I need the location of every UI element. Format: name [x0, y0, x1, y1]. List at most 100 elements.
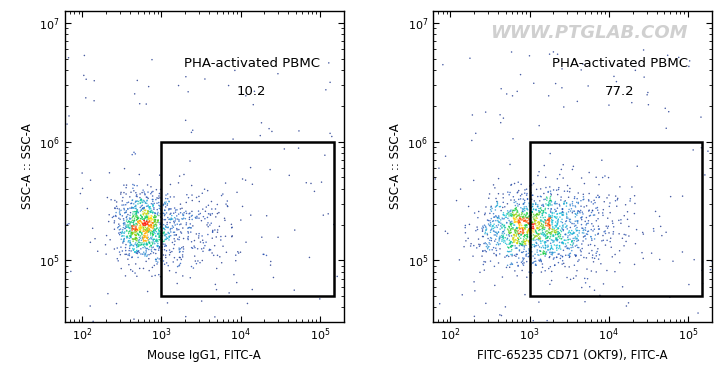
Point [164, 216, 175, 222]
Point [544, 222, 556, 228]
Point [586, 209, 597, 215]
Point [131, 242, 142, 248]
Point [502, 244, 513, 250]
Point [172, 264, 183, 270]
Point [283, 172, 295, 178]
Point [501, 211, 513, 217]
Point [590, 253, 602, 259]
Point [155, 223, 166, 229]
Point [519, 232, 531, 238]
Point [541, 231, 553, 237]
Point [170, 232, 182, 238]
Point [116, 236, 127, 242]
Point [173, 180, 184, 186]
Point [493, 191, 504, 197]
Point [162, 201, 173, 207]
Point [578, 255, 590, 260]
Point [214, 223, 225, 229]
Point [109, 198, 121, 204]
Point [173, 211, 184, 217]
Point [145, 222, 157, 228]
Point [558, 241, 569, 247]
Point [130, 235, 142, 241]
Point [149, 219, 160, 225]
Point [549, 214, 560, 220]
Point [147, 198, 159, 204]
Point [142, 221, 153, 227]
Point [124, 233, 136, 239]
Point [133, 215, 145, 221]
Point [600, 223, 612, 229]
Point [184, 158, 196, 164]
Point [523, 201, 535, 207]
Point [667, 258, 679, 264]
Point [485, 241, 496, 247]
Point [544, 225, 555, 231]
Point [145, 213, 157, 219]
Point [572, 208, 584, 214]
Point [513, 263, 524, 269]
Point [548, 239, 559, 245]
Point [170, 218, 181, 224]
Point [144, 240, 155, 246]
Point [143, 226, 155, 232]
Point [308, 188, 320, 194]
Point [490, 223, 502, 229]
Point [527, 220, 539, 226]
Point [586, 236, 597, 242]
Point [557, 212, 568, 218]
Point [628, 211, 640, 216]
Point [165, 194, 176, 200]
Point [132, 242, 144, 248]
Point [130, 231, 142, 237]
Point [193, 194, 205, 199]
Point [147, 220, 158, 226]
Point [552, 220, 564, 226]
Point [132, 222, 143, 228]
Point [151, 261, 162, 267]
Point [508, 197, 520, 203]
Point [127, 209, 139, 215]
Point [541, 221, 553, 226]
Point [544, 255, 555, 260]
Point [324, 130, 336, 136]
Point [556, 166, 567, 172]
Point [131, 233, 142, 239]
Point [198, 186, 210, 192]
Point [162, 300, 173, 306]
Point [143, 228, 155, 233]
Point [182, 235, 193, 241]
Point [138, 210, 150, 216]
Y-axis label: SSC-A :: SSC-A: SSC-A :: SSC-A [21, 124, 34, 209]
Point [126, 231, 137, 237]
Point [538, 191, 549, 196]
Point [138, 226, 150, 232]
Point [548, 238, 559, 243]
Point [485, 235, 496, 241]
Point [145, 222, 156, 228]
Point [149, 218, 160, 224]
Point [590, 205, 602, 211]
Point [527, 202, 539, 208]
Point [522, 215, 533, 221]
Point [507, 235, 518, 241]
Point [130, 240, 142, 246]
Point [119, 209, 131, 215]
Point [522, 229, 533, 235]
Point [528, 216, 539, 222]
Point [539, 162, 550, 168]
Point [583, 191, 595, 196]
Point [134, 208, 146, 214]
Point [223, 83, 234, 88]
Point [150, 238, 162, 244]
Point [137, 251, 148, 257]
Point [618, 232, 630, 238]
Point [480, 249, 492, 255]
Point [168, 218, 180, 224]
Point [500, 304, 511, 310]
Point [570, 226, 582, 232]
Point [141, 211, 152, 217]
Point [538, 215, 549, 221]
Point [124, 219, 135, 225]
Point [196, 218, 207, 223]
